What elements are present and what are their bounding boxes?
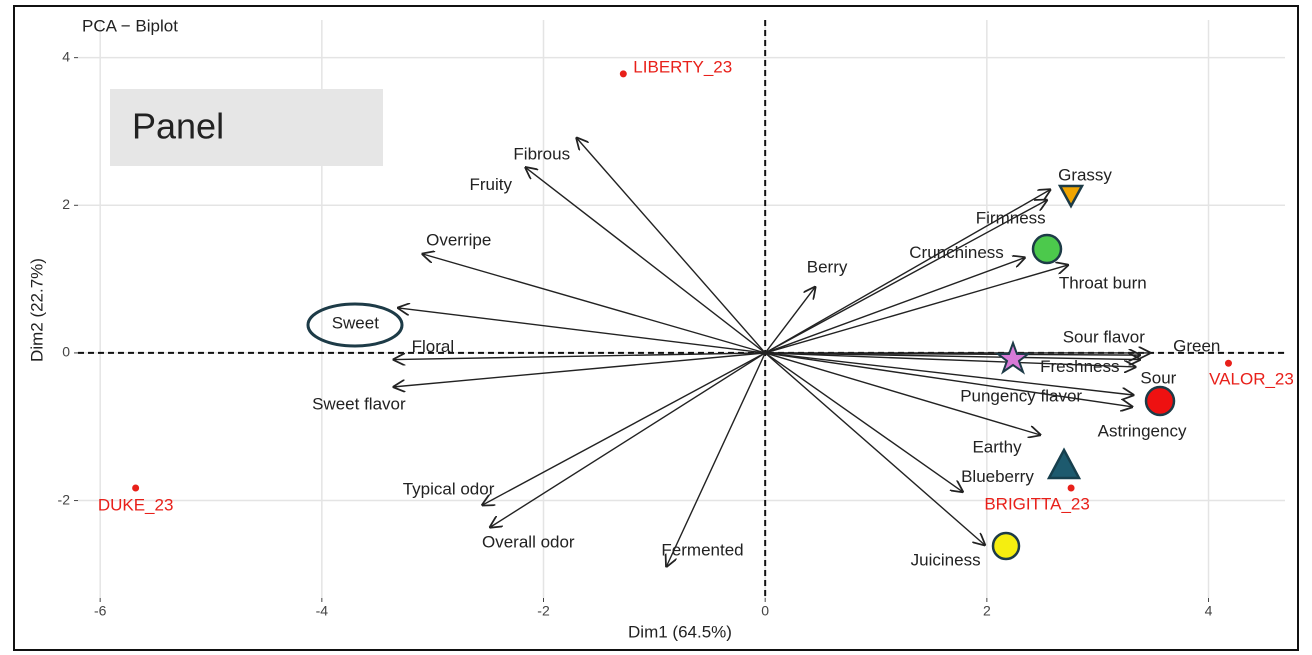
marker-triangle <box>1057 184 1085 209</box>
y-axis-label: Dim2 (22.7%) <box>27 258 46 362</box>
variable-label: Berry <box>807 258 848 277</box>
variable-arrow <box>764 352 1040 435</box>
highlight-ellipse <box>306 302 404 348</box>
annotation-box <box>110 89 383 166</box>
variable-arrow <box>764 200 1047 354</box>
variable-label: Firmness <box>976 209 1046 228</box>
variable-label: Sweet flavor <box>312 394 406 413</box>
y-tick-label: -2 <box>58 491 71 507</box>
variable-label: Fibrous <box>513 145 570 164</box>
variable-label: Overall odor <box>482 533 575 552</box>
variable-label: Fermented <box>661 541 743 560</box>
y-tick-label: 2 <box>62 196 70 212</box>
variable-label: Green <box>1173 336 1220 355</box>
marker-star <box>995 340 1031 375</box>
variable-arrow <box>765 352 1140 360</box>
x-tick-label: 4 <box>1205 603 1213 619</box>
x-tick-label: 0 <box>761 603 769 619</box>
marker-triangle <box>1046 447 1082 480</box>
variable-arrow <box>667 352 766 566</box>
variable-label: Astringency <box>1098 421 1187 440</box>
variable-arrow <box>764 258 1024 354</box>
variable-arrow <box>764 265 1068 354</box>
variable-label: Grassy <box>1058 165 1112 184</box>
individual-label: DUKE_23 <box>98 495 174 514</box>
marker-circle <box>1031 233 1063 265</box>
marker-circle <box>991 531 1021 561</box>
marker-circle <box>1144 385 1176 417</box>
variable-label: Sour <box>1140 368 1176 387</box>
variable-arrow <box>490 352 766 527</box>
variable-arrow <box>765 352 1133 395</box>
y-tick-label: 4 <box>62 48 70 64</box>
variable-label: Sour flavor <box>1063 328 1146 347</box>
individual-point <box>1067 484 1075 492</box>
individual-label: VALOR_23 <box>1209 370 1294 389</box>
individual-point <box>619 70 627 78</box>
variable-label: Fruity <box>470 175 513 194</box>
variable-arrow <box>764 352 962 492</box>
variable-label: Blueberry <box>961 467 1034 486</box>
individual-label: LIBERTY_23 <box>633 57 732 76</box>
variable-arrow <box>764 190 1050 354</box>
variable-label: Floral <box>412 337 455 356</box>
variable-arrow <box>526 168 766 354</box>
individual-label: BRIGITTA_23 <box>984 494 1090 513</box>
variable-arrow <box>577 138 766 354</box>
variable-label: Pungency flavor <box>960 386 1082 405</box>
variable-arrow <box>765 352 1132 407</box>
variable-arrow <box>398 308 766 354</box>
variable-label: Juiciness <box>911 550 981 569</box>
variable-label: Freshness <box>1040 357 1119 376</box>
variable-label: Typical odor <box>403 479 495 498</box>
variable-label: Sweet <box>332 313 380 332</box>
variable-label: Throat burn <box>1059 274 1147 293</box>
variable-label: Crunchiness <box>909 243 1004 262</box>
variable-arrow <box>394 352 766 360</box>
y-tick-label: 0 <box>62 344 70 360</box>
variable-arrow <box>764 352 984 545</box>
variable-arrow <box>483 352 766 505</box>
annotation: Panel <box>132 106 224 147</box>
individual-point <box>1224 359 1232 367</box>
x-tick-label: 2 <box>983 603 991 619</box>
variable-arrow <box>423 254 766 354</box>
x-tick-label: -4 <box>316 603 329 619</box>
individual-point <box>132 484 140 492</box>
variable-arrow <box>764 287 815 354</box>
chart-title: PCA − Biplot <box>82 16 178 35</box>
variable-label: Earthy <box>972 437 1022 456</box>
variable-label: Overripe <box>426 230 491 249</box>
variable-arrow <box>394 352 766 387</box>
variable-arrow <box>765 352 1135 367</box>
x-axis-label: Dim1 (64.5%) <box>628 622 732 641</box>
x-tick-label: -6 <box>94 603 107 619</box>
x-tick-label: -2 <box>537 603 550 619</box>
